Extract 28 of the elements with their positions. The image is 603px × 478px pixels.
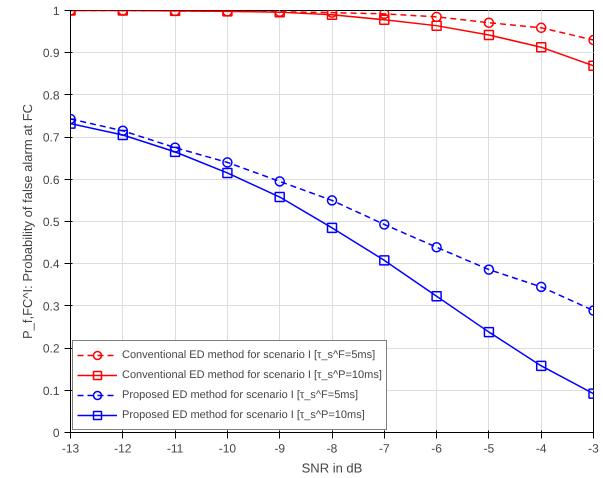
x-tick-label: -7 — [378, 442, 390, 456]
x-axis-title: SNR in dB — [302, 460, 362, 476]
legend-label: Conventional ED method for scenario I [τ_s^F=5ms] — [122, 349, 376, 361]
y-tick-label: 0.2 — [42, 342, 60, 356]
y-tick-label: 0.4 — [42, 257, 60, 272]
y-tick-label: 0.6 — [42, 172, 60, 187]
y-axis-title: P_f,FC^I: Probability of false alarm at FC — [20, 104, 35, 340]
x-tick-label: -13 — [62, 442, 80, 456]
x-tick-label: -9 — [274, 442, 286, 456]
y-tick-label: 0.9 — [42, 46, 60, 60]
y-tick-label: 1 — [52, 4, 60, 18]
x-tick-label: -3 — [588, 442, 600, 456]
x-tick-label: -12 — [114, 442, 132, 456]
legend-label: Conventional ED method for scenario I [τ_s^P=10ms] — [122, 369, 382, 381]
x-tick-label: -8 — [326, 442, 338, 456]
legend-label: Proposed ED method for scenario I [τ_s^P=10ms] — [122, 409, 365, 421]
y-tick-label: 0.1 — [42, 384, 60, 398]
x-tick-label: -11 — [166, 442, 184, 456]
y-tick-label: 0.3 — [42, 299, 60, 314]
x-tick-label: -10 — [218, 442, 236, 456]
y-tick-label: 0 — [52, 426, 60, 440]
y-tick-label: 0.5 — [42, 215, 60, 229]
x-tick-label: -4 — [536, 442, 547, 456]
y-tick-label: 0.8 — [42, 88, 60, 102]
x-tick-label: -5 — [484, 442, 495, 456]
legend-label: Proposed ED method for scenario I [τ_s^F=5ms] — [122, 389, 358, 401]
x-tick-label: -6 — [431, 442, 442, 456]
y-tick-label: 0.7 — [42, 130, 60, 145]
